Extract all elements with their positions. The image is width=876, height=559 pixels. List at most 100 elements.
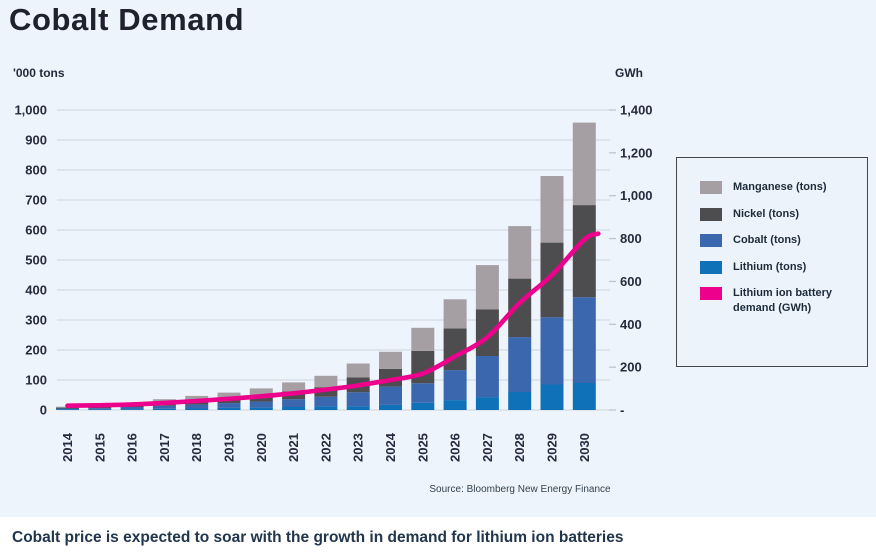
bar-segment [282, 407, 306, 410]
bar-segment [572, 205, 596, 298]
bar-segment [185, 408, 209, 410]
bar-segment [120, 409, 144, 410]
bar-segment [411, 402, 435, 410]
bar-segment [443, 400, 467, 410]
x-axis-year-label: 2015 [92, 433, 107, 462]
legend-item-label: Lithium (tons) [733, 260, 807, 273]
legend-item-battery-demand: Lithium ion battery demand (GWh) [700, 286, 859, 315]
bar-segment [217, 403, 241, 408]
x-axis-year-label: 2028 [512, 433, 527, 462]
battery-demand-color-swatch-icon [700, 287, 722, 301]
bar-segment [508, 337, 532, 392]
legend-item-manganese: Manganese (tons) [700, 180, 859, 195]
bar-segment [56, 407, 79, 409]
source-note: Source: Bloomberg New Energy Finance [429, 484, 611, 495]
left-axis-tick: 500 [25, 253, 47, 268]
x-axis-year-label: 2022 [318, 433, 333, 462]
bar-segment [152, 405, 176, 409]
bar-segment [314, 387, 338, 397]
x-axis-year-label: 2020 [254, 433, 269, 462]
legend-item-cobalt: Cobalt (tons) [700, 233, 859, 248]
bar-segment [443, 328, 467, 371]
bar-segment [217, 407, 241, 410]
x-axis-year-label: 2016 [125, 433, 140, 462]
bar-segment [249, 401, 273, 408]
bar-segment [185, 404, 209, 409]
bar-segment [314, 406, 338, 410]
manganese-color-swatch-icon [700, 181, 722, 194]
bar-segment [185, 395, 209, 401]
bar-segment [508, 392, 532, 410]
x-axis-year-label: 2014 [60, 432, 75, 462]
bar-segment [411, 327, 435, 351]
bar-segment [56, 409, 79, 410]
x-axis-year-label: 2024 [383, 432, 398, 462]
bar-segment [540, 384, 564, 410]
x-axis-year-label: 2021 [286, 433, 301, 462]
right-axis-tick: 1,000 [620, 188, 653, 203]
right-axis-unit-label: GWh [615, 66, 643, 80]
bar-segment [346, 392, 370, 407]
left-axis-unit-label: '000 tons [13, 66, 65, 80]
legend-box: Manganese (tons) Nickel (tons) Cobalt (t… [676, 157, 868, 367]
left-axis-tick: 700 [25, 193, 47, 208]
bar-segment [475, 265, 499, 310]
bar-segment [475, 309, 499, 356]
bar-segment [379, 386, 402, 405]
right-axis-tick: - [620, 403, 624, 418]
bar-segment [572, 297, 596, 383]
cobalt-color-swatch-icon [700, 234, 722, 248]
bar-segment [249, 395, 273, 402]
left-axis-tick: 200 [25, 343, 47, 358]
legend-item-nickel: Nickel (tons) [700, 207, 859, 222]
x-axis-year-label: 2019 [222, 433, 237, 462]
left-axis-tick: 800 [25, 163, 47, 178]
bar-segment [282, 382, 306, 392]
bar-segment [249, 388, 273, 396]
bar-segment [282, 399, 306, 407]
legend-item-label: Lithium ion battery demand (GWh) [733, 287, 832, 314]
stacked-bars [56, 122, 596, 410]
bar-segment [314, 396, 338, 407]
bar-segment [379, 404, 402, 410]
right-axis-tick: 1,400 [620, 103, 653, 118]
footer-bar: Cobalt price is expected to soar with th… [0, 517, 876, 559]
left-axis-tick: 300 [25, 313, 47, 328]
demand-line [65, 231, 601, 409]
x-axis-year-label: 2025 [415, 433, 430, 462]
x-axis-year-label: 2023 [351, 433, 366, 462]
lithium-color-swatch-icon [700, 260, 722, 274]
page-title: Cobalt Demand [9, 2, 245, 37]
combo-chart: 0 100 200 300 400 500 600 700 800 900 1,000 - 200 400… [14, 103, 653, 463]
bar-segment [346, 363, 370, 378]
bar-segment [572, 122, 596, 206]
battery-demand-curve [65, 231, 601, 409]
bar-segment [379, 351, 402, 369]
right-axis-tick: 200 [620, 360, 642, 375]
left-axis-tick: 900 [25, 133, 47, 148]
bar-segment [88, 409, 112, 410]
left-axis-tick: 0 [40, 403, 47, 418]
year-labels: 2014 2015 2016 2017 2018 2019 2020 2021 2022 2023… [60, 432, 592, 462]
bar-segment [346, 406, 370, 410]
nickel-color-swatch-icon [700, 207, 722, 221]
bar-segment [411, 383, 435, 403]
legend-item-label: Manganese (tons) [733, 181, 827, 193]
bar-segment [475, 356, 499, 398]
bar-segment [56, 408, 79, 410]
bar-segment [88, 407, 112, 409]
bar-segment [443, 370, 467, 401]
bar-segment [475, 397, 499, 410]
x-axis-year-label: 2027 [480, 433, 495, 462]
legend-item-label: Nickel (tons) [733, 207, 800, 220]
bar-segment [508, 278, 532, 338]
left-axis-tick: 600 [25, 223, 47, 238]
bar-segment [217, 392, 241, 399]
bar-segment [249, 407, 273, 410]
footer-caption: Cobalt price is expected to soar with th… [12, 529, 624, 546]
left-axis-tick-labels: 0 100 200 300 400 500 600 700 800 900 1,000 [14, 103, 47, 418]
right-axis-tick-labels: - 200 400 600 800 1,000 1,200 1,400 [609, 103, 653, 418]
x-axis-year-label: 2030 [577, 433, 592, 462]
legend-item-lithium: Lithium (tons) [700, 260, 859, 275]
